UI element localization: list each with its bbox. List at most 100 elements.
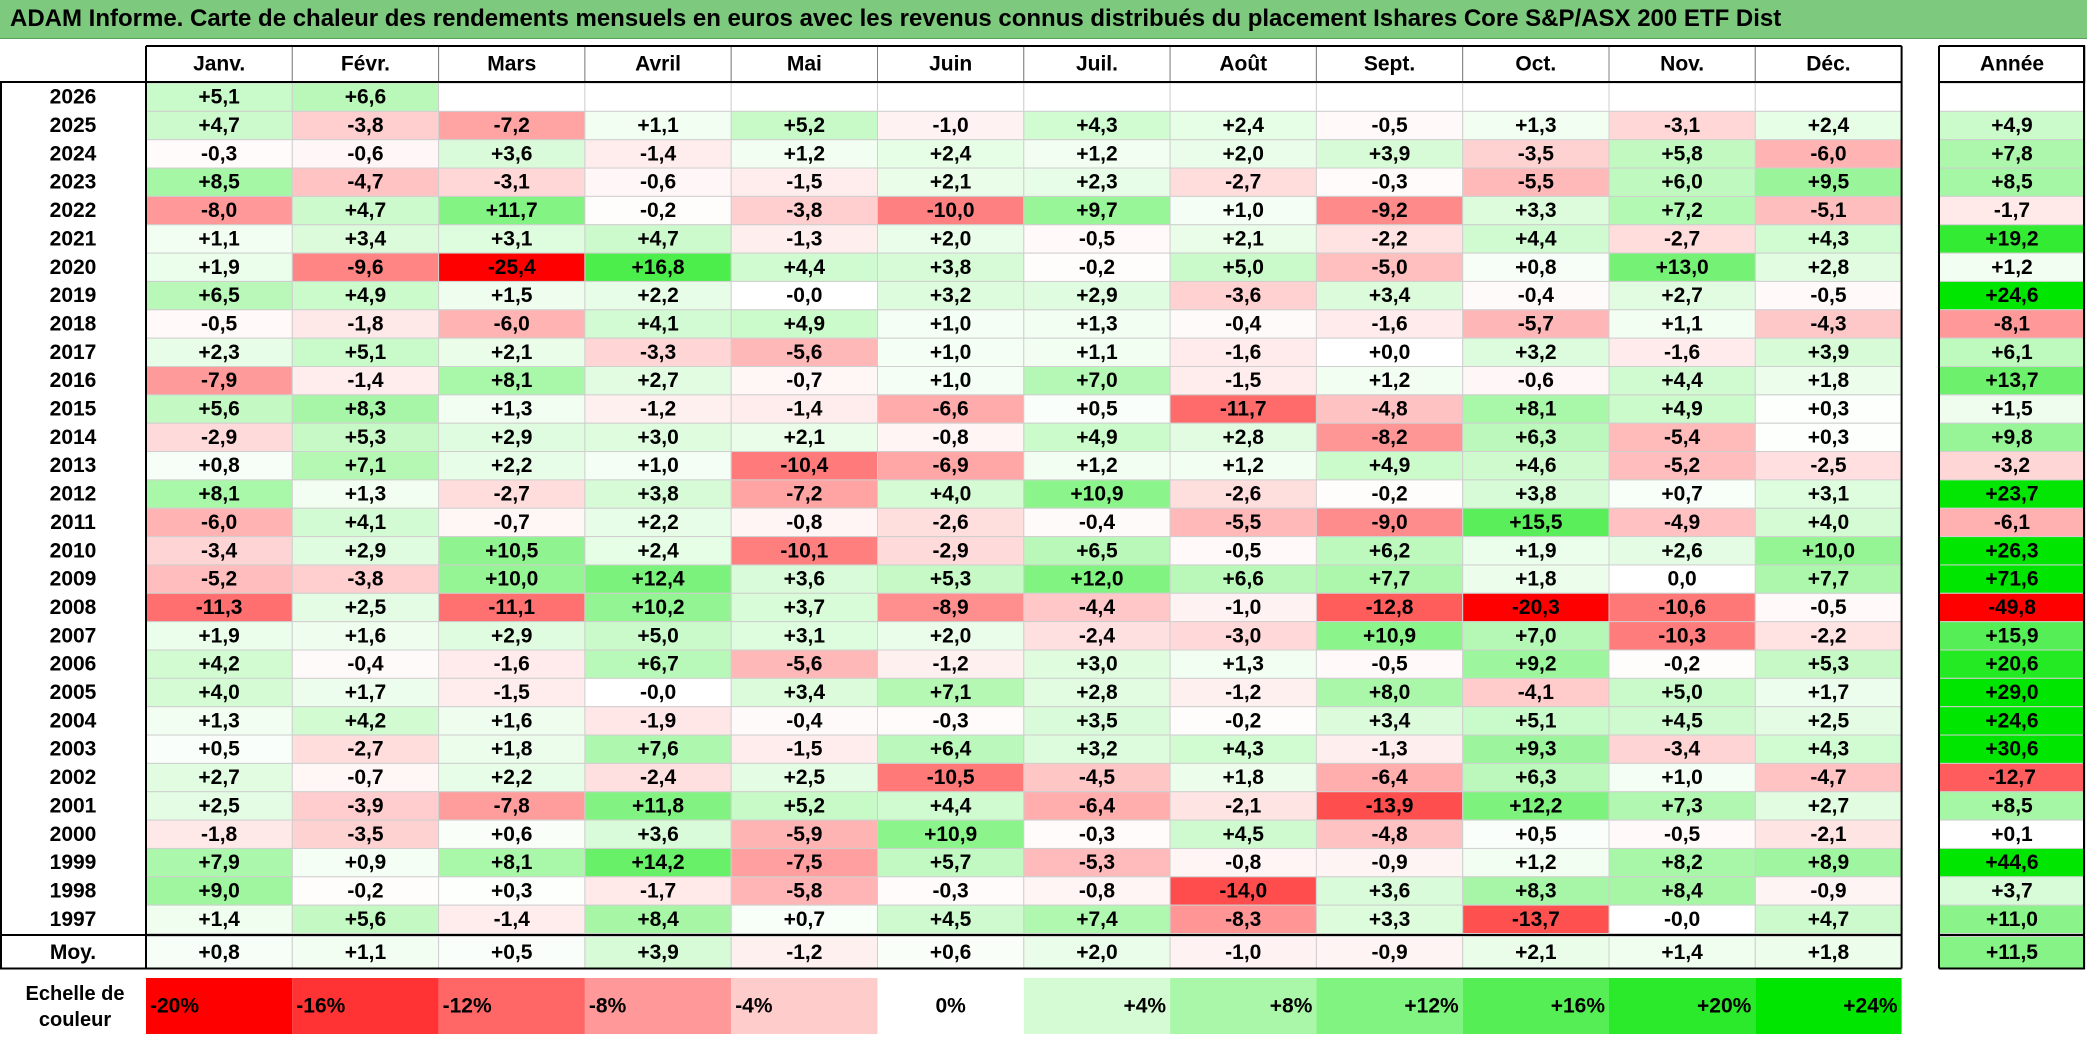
heatmap-cell-value: -5,1 [1810,199,1847,222]
heatmap-cell [877,564,1025,594]
heatmap-cell-value: -0,5 [201,312,238,335]
heatmap-cell [145,82,293,112]
heatmap-cell [145,649,293,679]
annual-cell [1938,479,2086,509]
column-header-cell [1754,45,1903,83]
heatmap-cell [1169,422,1317,453]
heatmap-cell [584,110,732,141]
heatmap-cell [145,479,293,509]
year-label: 2010 [50,539,97,562]
column-header-label: Juil. [1076,53,1118,76]
heatmap-cell [1023,819,1171,849]
heatmap-cell-value: +3,0 [637,426,678,449]
annual-cell-value: +44,6 [1985,851,2038,874]
average-cell-value: -1,2 [786,941,822,964]
heatmap-cell [438,904,586,935]
heatmap-cell-value: +3,2 [1076,738,1117,761]
heatmap-cell-value: +1,9 [198,256,239,279]
heatmap-cell-value: -5,6 [786,653,822,676]
average-cell [730,936,879,969]
heatmap-cell [1608,791,1756,821]
heatmap-cell-value: +4,0 [1808,511,1849,534]
heatmap-cell-value: +12,4 [631,568,684,591]
year-label: 2023 [50,171,97,194]
heatmap-cell [584,762,732,793]
column-header-label: Déc. [1806,53,1850,76]
heatmap-cell [438,280,586,311]
heatmap-cell-value: +6,4 [930,738,972,761]
heatmap-cell [145,536,293,566]
scale-stop-label: +12% [1404,995,1459,1018]
heatmap-cell [1754,366,1903,396]
heatmap-cell [730,394,879,424]
heatmap-cell-value: +4,9 [784,312,825,335]
heatmap-cell-value: +2,6 [1661,539,1702,562]
heatmap-cell [1608,819,1756,849]
heatmap-cell [584,82,732,112]
heatmap-cell-value: +14,2 [631,851,684,874]
heatmap-cell-value: +1,0 [930,369,971,392]
heatmap-cell [730,309,879,339]
heatmap-cell-value: +4,3 [1223,738,1264,761]
annual-cell [1938,451,2086,481]
heatmap-cell-value: +8,3 [1515,879,1556,902]
heatmap-cell [1608,224,1756,254]
annual-cell-value: +8,5 [1991,171,2033,194]
heatmap-cell-value: +2,8 [1223,426,1265,449]
heatmap-cell [1754,451,1903,481]
heatmap-cell [1169,819,1317,849]
heatmap-cell [1608,167,1756,197]
year-label: 2006 [50,653,97,676]
heatmap-cell [291,451,440,481]
heatmap-cell-value: +6,7 [637,653,678,676]
year-label: 1997 [50,908,97,931]
scale-label: Echelle de [26,983,125,1005]
annual-cell-value: -1,7 [1994,199,2030,222]
heatmap-cell [1462,621,1610,651]
heatmap-cell [1169,564,1317,594]
heatmap-cell-value: +2,2 [637,511,678,534]
heatmap-cell-value: +4,5 [930,908,972,931]
year-label: 2008 [50,596,97,619]
heatmap-cell-value: +3,2 [930,284,971,307]
heatmap-cell [1315,280,1464,311]
heatmap-cell [1023,252,1171,282]
column-header-label: Avril [635,53,681,76]
heatmap-cell-value: -2,6 [933,511,969,534]
heatmap-cell-value: +1,1 [1076,341,1118,364]
heatmap-cell-value: +5,0 [1223,256,1264,279]
year-label: 2018 [50,312,97,335]
heatmap-cell-value: +2,0 [930,227,971,250]
heatmap-cell-value: +4,3 [1808,227,1849,250]
heatmap-cell-value: -13,7 [1512,908,1560,931]
heatmap-cell-value: +3,3 [1369,908,1410,931]
heatmap-cell-value: +0,9 [345,851,386,874]
heatmap-cell [291,394,440,424]
year-label: 2020 [50,256,97,279]
heatmap-cell [291,819,440,849]
heatmap-cell-value: +8,3 [345,398,386,421]
heatmap-cell-value: -2,9 [933,539,969,562]
heatmap-cell-value: +3,5 [1076,709,1118,732]
year-label: 2001 [50,794,97,817]
annual-cell [1938,592,2086,623]
heatmap-cell-value: +2,9 [491,624,532,647]
heatmap-cell-value: -1,8 [347,312,384,335]
heatmap-cell-value: +3,4 [1369,284,1411,307]
heatmap-cell [730,422,879,453]
heatmap-cell-value: -0,4 [1079,511,1116,534]
heatmap-cell [1315,564,1464,594]
heatmap-cell [1169,876,1317,906]
heatmap-cell [1608,280,1756,311]
heatmap-cell [877,536,1025,566]
heatmap-cell [1608,82,1756,112]
heatmap-cell [1315,706,1464,736]
heatmap-cell-value: +4,1 [637,312,679,335]
heatmap-cell [1462,195,1610,226]
heatmap-cell [1315,592,1464,623]
heatmap-cell-value: -0,8 [1079,879,1116,902]
heatmap-cell-value: +9,7 [1076,199,1117,222]
heatmap-cell [877,649,1025,679]
heatmap-cell [145,139,293,169]
annual-cell [1938,734,2086,764]
